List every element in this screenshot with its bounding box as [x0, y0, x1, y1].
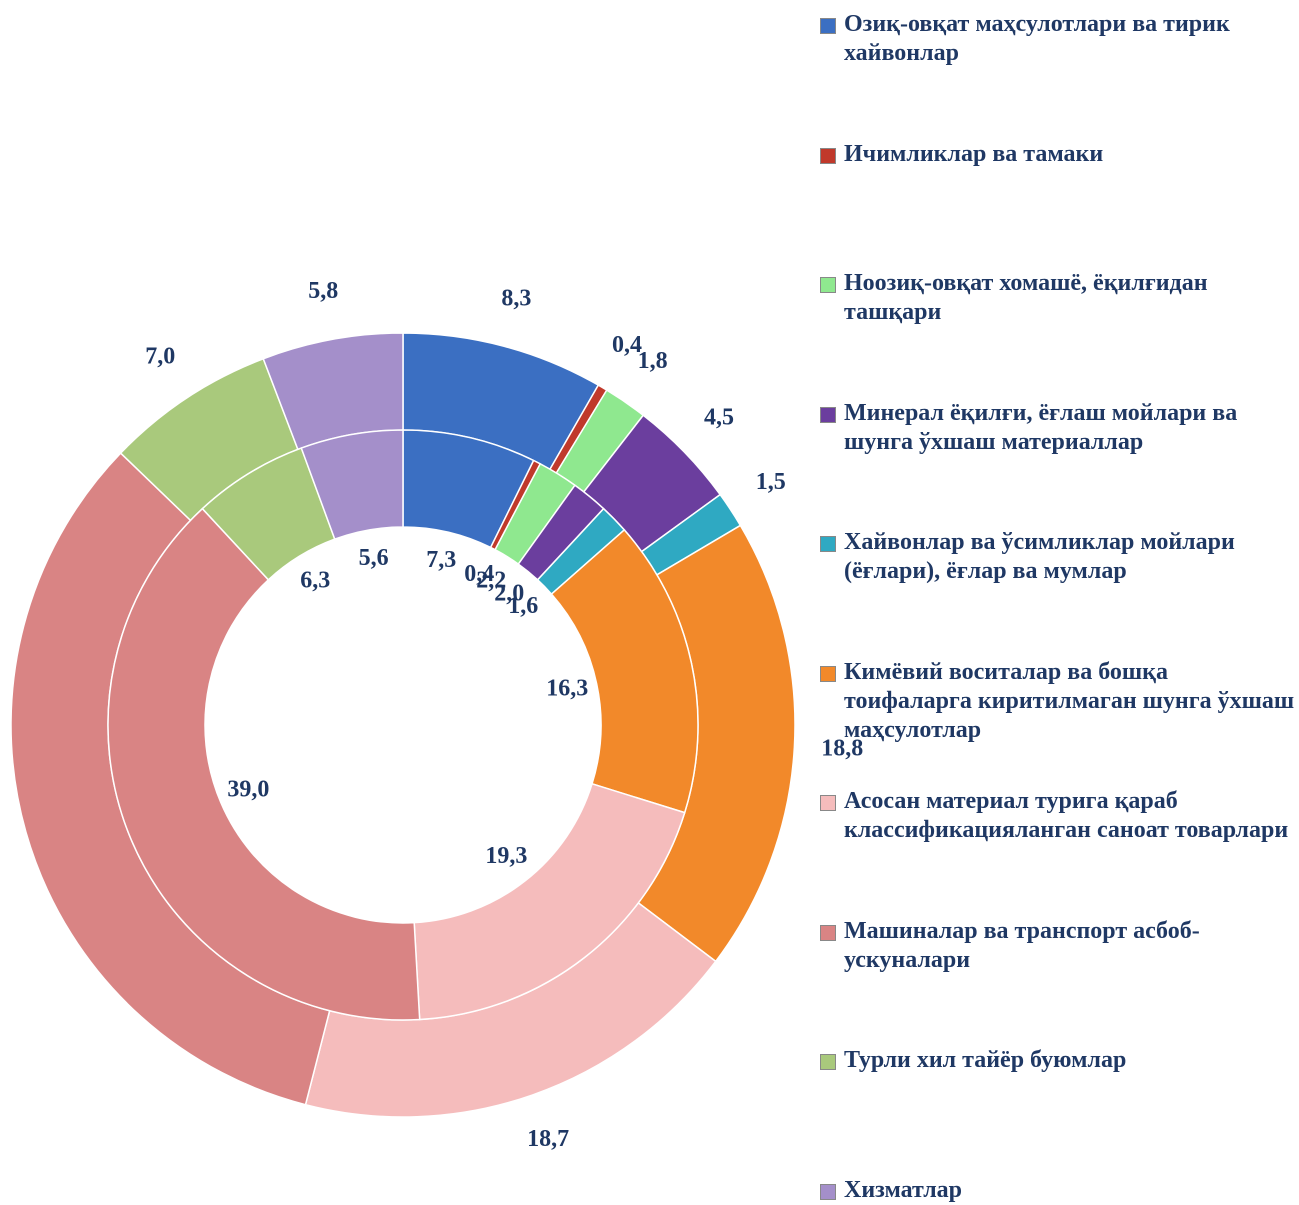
legend-label: Хайвонлар ва ўсимликлар мойлари (ёғлари)… [844, 529, 1235, 584]
data-label: 7,3 [426, 547, 456, 573]
data-label: 0,4 [464, 561, 494, 587]
data-label: 18,7 [527, 1126, 569, 1152]
data-label: 0,4 [612, 332, 642, 358]
legend-item: Озиқ-овқат маҳсулотлари ва тирик хайвонл… [820, 10, 1298, 68]
data-label: 18,8 [821, 735, 863, 761]
legend-swatch [820, 924, 836, 941]
data-label: 16,3 [546, 675, 588, 701]
legend-swatch [820, 795, 836, 811]
data-label: 1,6 [508, 593, 538, 619]
legend-label: Асосан материал турига қараб классификац… [844, 788, 1289, 843]
legend-item: Турли хил тайёр буюмлар [820, 1046, 1298, 1075]
legend-label: Ноозиқ-овқат хомашё, ёқилғидан ташқари [844, 270, 1208, 325]
data-label: 8,3 [501, 285, 531, 311]
legend-swatch [820, 277, 836, 293]
legend-swatch [820, 1183, 836, 1200]
legend-item: Машиналар ва транспорт асбоб-ускуналари [820, 917, 1298, 975]
legend-swatch [820, 18, 836, 34]
data-label: 1,5 [756, 469, 786, 495]
legend-label: Ичимликлар ва тамаки [844, 140, 1104, 167]
legend-item: Асосан материал турига қараб классификац… [820, 787, 1298, 845]
data-label: 39,0 [227, 776, 269, 802]
data-label: 2,0 [494, 580, 524, 606]
donut-slice [107, 507, 421, 1021]
legend-swatch [820, 665, 836, 682]
legend-swatch [820, 536, 836, 552]
data-label: 2,2 [476, 568, 506, 594]
legend-item: Минерал ёқилғи, ёғлаш мойлари ва шунга ў… [820, 399, 1298, 457]
legend-label: Машиналар ва транспорт асбоб-ускуналари [844, 917, 1200, 973]
data-label: 5,8 [308, 278, 338, 304]
data-label: 1,8 [638, 348, 668, 374]
data-label: 33,2 [0, 831, 1, 857]
legend-label: Турли хил тайёр буюмлар [844, 1047, 1127, 1073]
data-label: 5,6 [359, 545, 389, 571]
data-label: 7,0 [145, 344, 175, 370]
data-label: 4,5 [704, 404, 734, 430]
legend-swatch [820, 1054, 836, 1070]
data-label: 6,3 [300, 567, 330, 593]
legend-label: Озиқ-овқат маҳсулотлари ва тирик хайвонл… [844, 11, 1230, 66]
legend-swatch [820, 406, 836, 423]
data-label: 19,3 [485, 843, 527, 869]
legend-item: Ичимликлар ва тамаки [820, 140, 1298, 169]
legend-item: Хайвонлар ва ўсимликлар мойлари (ёғлари)… [820, 528, 1298, 586]
legend-swatch [820, 147, 836, 164]
legend-item: Ноозиқ-овқат хомашё, ёқилғидан ташқари [820, 269, 1298, 327]
legend-label: Хизматлар [844, 1176, 963, 1203]
legend-item: Кимёвий воситалар ва бошқа тоифаларга ки… [820, 658, 1298, 745]
legend-item: Хизматлар [820, 1176, 1298, 1205]
legend-label: Кимёвий воситалар ва бошқа тоифаларга ки… [844, 658, 1295, 743]
legend-label: Минерал ёқилғи, ёғлаш мойлари ва шунга ў… [844, 399, 1238, 455]
donut-slice [300, 429, 404, 541]
